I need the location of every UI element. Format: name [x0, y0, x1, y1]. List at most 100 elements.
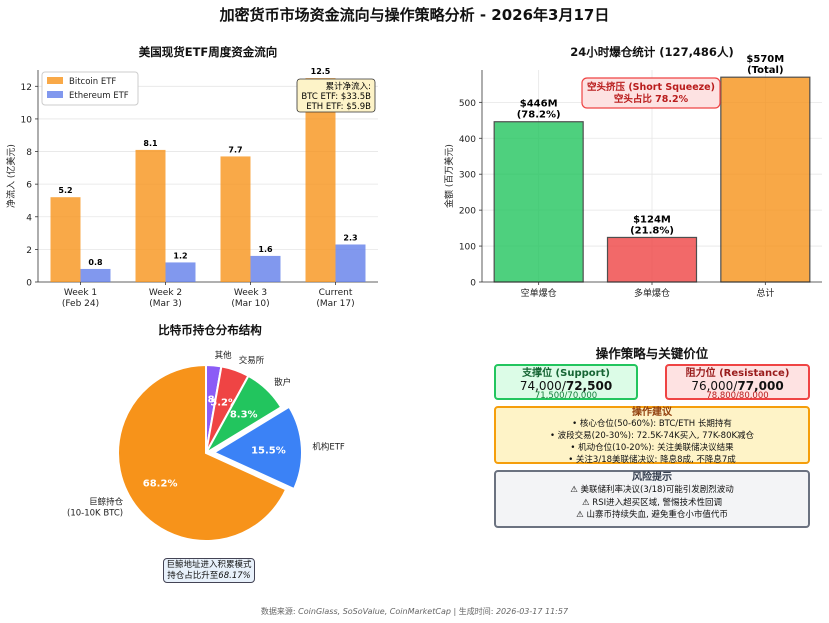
x-tick-label-date: (Mar 10) — [231, 299, 269, 309]
bar-value-label: $446M — [520, 99, 558, 110]
page-title: 加密货币市场资金流向与操作策略分析 - 2026年3月17日 — [219, 6, 610, 24]
slice-pct-label: 68.2% — [143, 479, 178, 490]
etf-annotation-box — [296, 78, 376, 113]
slice-sub-label: (10-10K BTC) — [67, 508, 123, 518]
institutional-etf-slice — [211, 405, 303, 491]
btc-etf-bar — [50, 197, 81, 282]
risk-item: ⚠ 美联储利率决议(3/18)可能引发剧烈波动 — [570, 485, 734, 495]
support-sub: 71,500/70,000 — [534, 391, 598, 401]
support-level-2: 72,500 — [565, 379, 613, 393]
long-liquidation-bar — [606, 236, 698, 283]
resistance-level-2: 77,000 — [737, 379, 784, 393]
bar-value-label: $124M — [633, 214, 671, 225]
bar-value-label: 2.3 — [343, 233, 357, 242]
total-liquidation-bar — [720, 76, 811, 283]
footer-sep: | 生成时间: — [450, 607, 496, 616]
y-tick-label: 0 — [26, 279, 32, 289]
bar-pct-label: (78.2%) — [517, 110, 561, 121]
etf-annotation-btc: BTC ETF: $33.5B — [301, 92, 371, 102]
liquidation-chart-title: 24小时爆仓统计 (127,486人) — [570, 45, 734, 59]
slice-name-label: 交易所 — [239, 355, 265, 366]
pie-annotation-line2: 持仓占比升至68.17% — [164, 571, 254, 582]
y-tick-label: 10 — [21, 115, 33, 125]
legend-swatch — [47, 77, 63, 84]
y-tick-label: 6 — [26, 181, 32, 191]
y-tick-label: 0 — [470, 279, 476, 289]
squeeze-annotation-box — [581, 77, 721, 109]
pie-annotation-value: 68.17% — [218, 571, 251, 581]
btc-etf-bar — [135, 149, 166, 282]
slice-pct-label: 2.8% — [197, 395, 225, 406]
pie-annotation: 巨鲸地址进入积累模式 持仓占比升至68.17% — [163, 558, 255, 583]
x-tick-label: Week 1 — [64, 288, 97, 298]
y-tick-label: 100 — [459, 243, 476, 253]
eth-etf-bar — [250, 255, 281, 282]
y-tick-label: 300 — [459, 171, 476, 181]
eth-etf-bar — [165, 262, 196, 282]
risk-item: ⚠ RSI进入超买区域, 警惕技术性回调 — [581, 497, 723, 508]
x-tick-label: 总计 — [756, 287, 774, 299]
x-tick-label: 空单爆仓 — [521, 287, 557, 299]
bar-value-label: 12.5 — [311, 67, 331, 76]
x-tick-label: 多单爆仓 — [634, 287, 670, 299]
bar-value-label: 1.2 — [173, 251, 187, 260]
pie-chart-title: 比特币持仓分布结构 — [158, 323, 262, 337]
y-tick-label: 8 — [26, 148, 32, 158]
resistance-level-1: 76,000/ — [691, 379, 738, 393]
advice-item: • 机动仓位(10-20%): 关注美联储决议结果 — [570, 443, 734, 453]
slice-name-label: 其他 — [215, 350, 233, 361]
resistance-title: 阻力位 (Resistance) — [685, 368, 790, 379]
advice-item: • 核心仓位(50-60%): BTC/ETH 长期持有 — [572, 419, 732, 429]
bar-value-label: 0.8 — [88, 258, 103, 267]
etf-annotation-title: 累计净流入: — [326, 81, 371, 92]
legend-label: Ethereum ETF — [69, 91, 129, 101]
eth-etf-bar — [80, 268, 111, 282]
advice-title: 操作建议 — [632, 407, 672, 418]
risk-item: ⚠ 山寨币持续失血, 避免重仓小市值代币 — [576, 510, 728, 520]
slice-name-label: 巨鲸持仓 — [89, 496, 124, 507]
bar-pct-label: (21.8%) — [630, 225, 674, 236]
x-tick-label: Current — [319, 288, 353, 298]
slice-name-label: 散户 — [274, 377, 291, 388]
y-tick-label: 2 — [26, 246, 32, 256]
whale-slice — [117, 363, 288, 542]
x-tick-label: Week 2 — [149, 288, 182, 298]
y-tick-label: 12 — [21, 83, 32, 93]
squeeze-annotation-line2: 空头占比 78.2% — [614, 93, 689, 105]
legend-label: Bitcoin ETF — [69, 77, 116, 87]
risk-title: 风险提示 — [632, 472, 672, 483]
support-box: 支撑位 (Support) 74,000/72,500 71,500/70,00… — [494, 364, 638, 401]
slice-pct-label: 15.5% — [251, 445, 286, 456]
y-tick-label: 500 — [459, 99, 476, 109]
slice-pct-label: 8.3% — [230, 410, 258, 421]
x-tick-label-date: (Feb 24) — [62, 299, 99, 309]
etf-annotation-eth: ETH ETF: $5.9B — [306, 102, 371, 112]
footer-prefix: 数据来源: — [260, 607, 299, 616]
resistance-box: 阻力位 (Resistance) 76,000/77,000 78,800/80… — [665, 364, 810, 401]
bar-pct-label: (Total) — [747, 65, 783, 76]
btc-etf-bar — [220, 156, 251, 282]
resistance-sub: 78,800/80,000 — [706, 391, 769, 401]
etf-chart-title: 美国现货ETF周度资金流向 — [138, 45, 278, 59]
y-axis-label: 金额 (百万美元) — [443, 144, 455, 208]
advice-item: • 关注3/18美联储决议: 降息8成, 不降息7成 — [568, 455, 736, 465]
pie-annotation-prefix: 持仓占比升至 — [167, 571, 219, 581]
advice-item: • 波段交易(20-30%): 72.5K-74K买入, 77K-80K减仓 — [549, 431, 755, 441]
legend-swatch — [47, 91, 63, 98]
x-tick-label-date: (Mar 3) — [149, 299, 182, 309]
slice-name-label: 机构ETF — [312, 442, 345, 453]
support-title: 支撑位 (Support) — [522, 368, 610, 379]
bar-value-label: 7.7 — [228, 145, 242, 154]
support-main: 74,000/72,500 — [496, 380, 636, 392]
retail-slice — [203, 374, 283, 456]
x-tick-label: Week 3 — [234, 288, 267, 298]
bar-value-label: $570M — [746, 54, 784, 65]
advice-box: 操作建议 • 核心仓位(50-60%): BTC/ETH 长期持有 • 波段交易… — [494, 406, 810, 465]
short-liquidation-bar — [493, 121, 584, 283]
bar-value-label: 1.6 — [258, 245, 273, 254]
resistance-main: 76,000/77,000 — [667, 380, 808, 392]
footer: 数据来源: CoinGlass, SoSoValue, CoinMarketCa… — [0, 606, 829, 617]
strategy-title: 操作策略与关键价位 — [595, 346, 709, 361]
footer-time: 2026-03-17 11:57 — [495, 607, 569, 616]
